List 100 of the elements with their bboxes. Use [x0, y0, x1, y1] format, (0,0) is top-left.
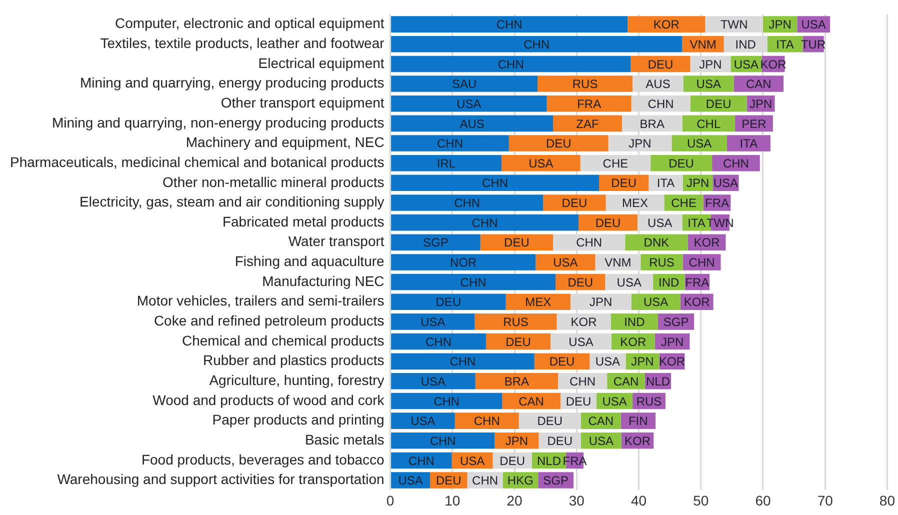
- data-label: USA: [734, 57, 759, 72]
- y-tick-label: Food products, beverages and tobacco: [141, 451, 385, 468]
- data-label: CHN: [408, 454, 434, 468]
- data-label: DEU: [549, 354, 575, 369]
- x-tick-label: 80: [879, 492, 896, 508]
- y-tick-label: Wood and products of wood and cork: [152, 392, 386, 408]
- data-label: DEU: [668, 156, 694, 170]
- data-label: DEU: [648, 57, 674, 72]
- data-label: VNM: [690, 37, 716, 52]
- bar: [391, 274, 556, 290]
- data-label: JPN: [660, 334, 684, 349]
- y-tick-label: Warehousing and support activities for transportation: [57, 471, 384, 488]
- y-tick-label: Mining and quarrying, energy producing products: [80, 74, 384, 91]
- data-label: ITA: [776, 37, 794, 52]
- y-tick-label: Agriculture, hunting, forestry: [209, 372, 384, 388]
- x-tick-label: 20: [506, 492, 523, 508]
- data-label: JPN: [505, 434, 528, 448]
- y-tick-label: Textiles, textile products, leather and footwear: [100, 34, 385, 51]
- y-tick-label: Pharmaceuticals, medicinal chemical and botanical products: [10, 154, 384, 170]
- y-tick-label: Computer, electronic and optical equipment: [115, 15, 384, 32]
- data-label: KOR: [653, 18, 680, 32]
- data-label: KOR: [570, 315, 598, 329]
- x-tick-label: 50: [693, 492, 709, 508]
- bar: [391, 432, 495, 449]
- data-label: KOR: [620, 334, 646, 349]
- data-label: JPN: [749, 96, 772, 111]
- data-label: CHN: [576, 236, 602, 250]
- bar: [494, 432, 539, 449]
- data-label: CHE: [671, 196, 696, 210]
- data-label: CHN: [436, 136, 463, 151]
- data-label: CHN: [460, 275, 486, 290]
- bar: [454, 412, 519, 429]
- data-label: SAU: [452, 77, 477, 92]
- data-label: FRA: [577, 96, 602, 111]
- bar: [391, 76, 538, 92]
- data-label: NLD: [536, 454, 562, 468]
- bar: [553, 115, 622, 132]
- data-label: SGP: [663, 315, 689, 329]
- bar: [391, 412, 455, 429]
- data-label: CHN: [472, 216, 498, 230]
- data-label: VNM: [604, 256, 632, 270]
- bar: [391, 56, 631, 72]
- data-label: RUS: [649, 256, 674, 270]
- data-label: NLD: [646, 374, 670, 388]
- bar: [391, 333, 486, 350]
- bar: [391, 214, 579, 231]
- bar: [610, 314, 658, 330]
- data-label: CHL: [696, 116, 721, 131]
- data-label: DEU: [504, 236, 530, 250]
- data-label: IRL: [436, 156, 456, 170]
- data-label: RUS: [572, 77, 598, 92]
- data-label: CHE: [602, 156, 628, 170]
- data-label: DEU: [562, 196, 588, 210]
- data-label: DNK: [644, 236, 670, 250]
- data-label: CHN: [454, 196, 480, 210]
- y-tick-label: Motor vehicles, trailers and semi-trailers: [136, 292, 384, 309]
- data-label: FRA: [705, 196, 730, 210]
- data-label: RUS: [636, 394, 662, 408]
- data-label: USA: [648, 216, 672, 230]
- data-label: CAN: [613, 374, 639, 388]
- data-label: CHN: [474, 414, 500, 428]
- data-label: RUS: [503, 315, 528, 329]
- data-label: ITA: [688, 216, 706, 230]
- bar: [391, 135, 509, 152]
- data-label: DEU: [595, 216, 621, 230]
- data-label: CHN: [434, 394, 460, 408]
- data-label: USA: [410, 414, 436, 428]
- data-label: USA: [420, 374, 446, 388]
- bar: [474, 314, 557, 330]
- bar: [391, 353, 534, 370]
- y-tick-label: Paper products and printing: [212, 412, 384, 428]
- bar: [546, 95, 632, 112]
- data-label: HKG: [507, 474, 534, 488]
- data-label: SGP: [543, 474, 569, 488]
- bar: [391, 392, 502, 410]
- y-tick-label: Other transport equipment: [220, 94, 384, 110]
- data-label: DEU: [546, 136, 572, 151]
- y-tick-label: Machinery and equipment, NEC: [186, 134, 384, 150]
- y-tick-label: Fabricated metal products: [222, 213, 384, 230]
- bar: [501, 154, 580, 172]
- bar: [391, 254, 536, 270]
- bar: [391, 234, 480, 251]
- x-tick-label: 60: [755, 492, 771, 508]
- data-label: CAN: [746, 77, 772, 92]
- data-label: CHN: [450, 354, 476, 369]
- data-label: USA: [460, 454, 485, 468]
- data-label: IND: [735, 37, 756, 52]
- data-label: PER: [742, 116, 767, 131]
- y-tick-label: Water transport: [288, 233, 384, 250]
- x-tick-label: 40: [630, 492, 647, 508]
- data-label: CHN: [688, 256, 715, 270]
- bar: [391, 16, 628, 32]
- y-tick-label: Other non-metallic mineral products: [162, 174, 384, 190]
- data-label: JPN: [686, 176, 710, 190]
- data-label: KOR: [694, 236, 720, 250]
- data-label: MEX: [622, 196, 648, 210]
- data-label: BRA: [504, 374, 530, 388]
- data-label: DEU: [436, 295, 462, 310]
- data-label: DEU: [566, 394, 592, 408]
- data-label: ITA: [656, 176, 675, 190]
